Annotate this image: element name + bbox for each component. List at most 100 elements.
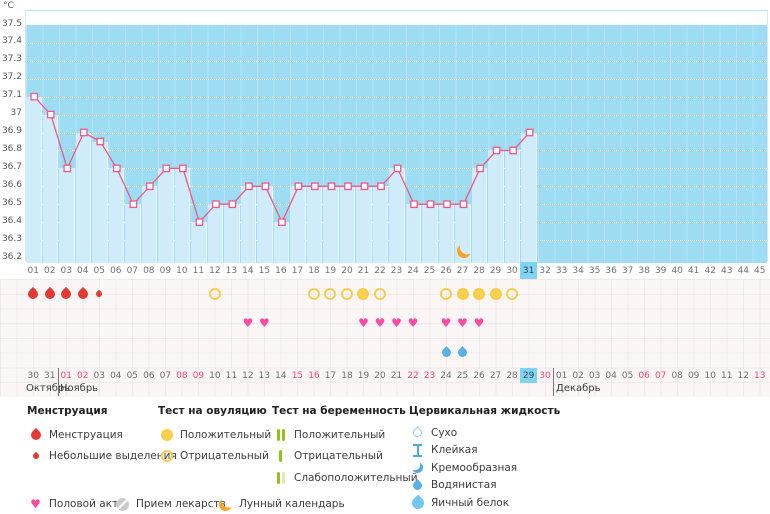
cycle-day-cell[interactable]: 17 — [291, 265, 304, 276]
calendar-date-cell[interactable]: 12 — [242, 370, 254, 381]
legend-item-label: Положительный — [294, 428, 386, 441]
legend-item-label: Водянистая — [431, 479, 497, 492]
calendar-date-cell[interactable]: 06 — [638, 370, 650, 381]
calendar-date-cell[interactable]: 06 — [143, 370, 155, 381]
calendar-date-cell[interactable]: 02 — [572, 370, 584, 381]
cycle-day-cell[interactable]: 35 — [588, 265, 601, 276]
calendar-date-cell[interactable]: 11 — [225, 370, 238, 381]
cycle-day-cell[interactable]: 27 — [456, 265, 469, 276]
calendar-date-cell[interactable]: 25 — [456, 370, 469, 381]
cycle-day-cell[interactable]: 44 — [737, 265, 749, 276]
calendar-date-cell[interactable]: 03 — [93, 370, 105, 381]
cycle-day-cell[interactable]: 04 — [77, 265, 89, 276]
calendar-date-cell[interactable]: 23 — [423, 370, 436, 381]
cycle-day-cell[interactable]: 20 — [341, 265, 353, 276]
cycle-day-cell[interactable]: 15 — [258, 265, 271, 276]
calendar-date-cell[interactable]: 17 — [324, 370, 337, 381]
calendar-date-cell[interactable]: 01 — [555, 370, 568, 381]
cycle-day-cell[interactable]: 05 — [93, 265, 105, 276]
cycle-day-cell[interactable]: 14 — [242, 265, 254, 276]
legend-item-icon-wrap — [158, 428, 175, 441]
month-label: Декабрь — [556, 383, 601, 394]
calendar-date-cell[interactable]: 21 — [390, 370, 403, 381]
cycle-day-cell[interactable]: 38 — [638, 265, 650, 276]
calendar-date-cell[interactable]: 14 — [275, 370, 287, 381]
calendar-date-cell[interactable]: 13 — [258, 370, 271, 381]
calendar-date-cell[interactable]: 30 — [539, 370, 551, 381]
cycle-day-cell[interactable]: 28 — [473, 265, 485, 276]
calendar-date-cell[interactable]: 18 — [341, 370, 353, 381]
cycle-day-cell[interactable]: 03 — [60, 265, 72, 276]
calendar-date-cell[interactable]: 05 — [621, 370, 634, 381]
calendar-date-cell[interactable]: 29 — [520, 368, 537, 383]
calendar-date-cell[interactable]: 04 — [605, 370, 617, 381]
calendar-date-cell[interactable]: 09 — [687, 370, 700, 381]
cycle-day-cell[interactable]: 43 — [720, 265, 733, 276]
calendar-date-cell[interactable]: 31 — [44, 370, 56, 381]
cycle-day-cell[interactable]: 08 — [143, 265, 155, 276]
calendar-date-cell[interactable]: 02 — [77, 370, 89, 381]
calendar-date-cell[interactable]: 28 — [506, 370, 518, 381]
cycle-day-cell[interactable]: 33 — [555, 265, 568, 276]
cycle-day-cell[interactable]: 36 — [605, 265, 617, 276]
calendar-date-cell[interactable]: 09 — [192, 370, 205, 381]
cycle-day-cell[interactable]: 26 — [440, 265, 452, 276]
cycle-day-cell[interactable]: 25 — [423, 265, 436, 276]
calendar-date-cell[interactable]: 10 — [704, 370, 716, 381]
calendar-date-cell[interactable]: 24 — [440, 370, 452, 381]
cycle-day-cell[interactable]: 01 — [27, 265, 39, 276]
calendar-date-cell[interactable]: 10 — [209, 370, 221, 381]
circle-yellow-filled-icon — [473, 287, 486, 300]
cycle-day-cell[interactable]: 32 — [539, 265, 551, 276]
calendar-date-cell[interactable]: 03 — [588, 370, 601, 381]
cycle-day-cell[interactable]: 41 — [687, 265, 700, 276]
calendar-date-cell[interactable]: 20 — [374, 370, 386, 381]
cycle-day-cell[interactable]: 30 — [506, 265, 518, 276]
cycle-day-cell[interactable]: 45 — [754, 265, 766, 276]
calendar-date-cell[interactable]: 13 — [754, 370, 766, 381]
calendar-date-cell[interactable]: 27 — [489, 370, 502, 381]
cycle-day-cell[interactable]: 16 — [275, 265, 287, 276]
calendar-date-cell[interactable]: 08 — [671, 370, 683, 381]
cycle-day-cell[interactable]: 31 — [520, 262, 537, 279]
legend-item: Менструация — [27, 424, 177, 446]
calendar-date-cell[interactable]: 22 — [407, 370, 419, 381]
cycle-day-cell[interactable]: 37 — [621, 265, 634, 276]
calendar-date-cell[interactable]: 26 — [473, 370, 485, 381]
cycle-day-cell[interactable]: 23 — [390, 265, 403, 276]
cycle-day-cell[interactable]: 12 — [209, 265, 221, 276]
cycle-day-cell[interactable]: 11 — [192, 265, 205, 276]
cycle-day-cell[interactable]: 40 — [671, 265, 683, 276]
calendar-date-cell[interactable]: 16 — [308, 370, 320, 381]
data-point-marker — [377, 182, 385, 191]
cycle-day-cell[interactable]: 34 — [572, 265, 584, 276]
calendar-date-cell[interactable]: 15 — [291, 370, 304, 381]
calendar-date-cell[interactable]: 07 — [654, 370, 667, 381]
calendar-date-cell[interactable]: 08 — [176, 370, 188, 381]
calendar-date-cell[interactable]: 01 — [60, 370, 72, 381]
cycle-day-cell[interactable]: 13 — [225, 265, 238, 276]
data-point-marker — [63, 164, 72, 173]
calendar-date-cell[interactable]: 30 — [27, 370, 39, 381]
calendar-date-cell[interactable]: 11 — [720, 370, 733, 381]
cycle-day-cell[interactable]: 19 — [324, 265, 337, 276]
cycle-day-cell[interactable]: 10 — [176, 265, 188, 276]
cycle-day-cell[interactable]: 18 — [308, 265, 320, 276]
calendar-date-cell[interactable]: 04 — [110, 370, 122, 381]
cycle-day-cell[interactable]: 42 — [704, 265, 716, 276]
cycle-day-cell[interactable]: 22 — [374, 265, 386, 276]
cycle-day-cell[interactable]: 39 — [654, 265, 667, 276]
cycle-day-cell[interactable]: 07 — [126, 265, 139, 276]
calendar-date-cell[interactable]: 05 — [126, 370, 139, 381]
calendar-date-cell[interactable]: 19 — [357, 370, 370, 381]
cycle-day-cell[interactable]: 09 — [159, 265, 172, 276]
cycle-day-cell[interactable]: 21 — [357, 265, 370, 276]
cycle-day-cell[interactable]: 06 — [110, 265, 122, 276]
cycle-day-cell[interactable]: 02 — [44, 265, 56, 276]
calendar-date-cell[interactable]: 12 — [737, 370, 749, 381]
calendar-date-cell[interactable]: 07 — [159, 370, 172, 381]
day-column-fill — [108, 168, 125, 263]
cycle-day-cell[interactable]: 24 — [407, 265, 419, 276]
legend-item-icon-wrap — [272, 428, 289, 441]
cycle-day-cell[interactable]: 29 — [489, 265, 502, 276]
